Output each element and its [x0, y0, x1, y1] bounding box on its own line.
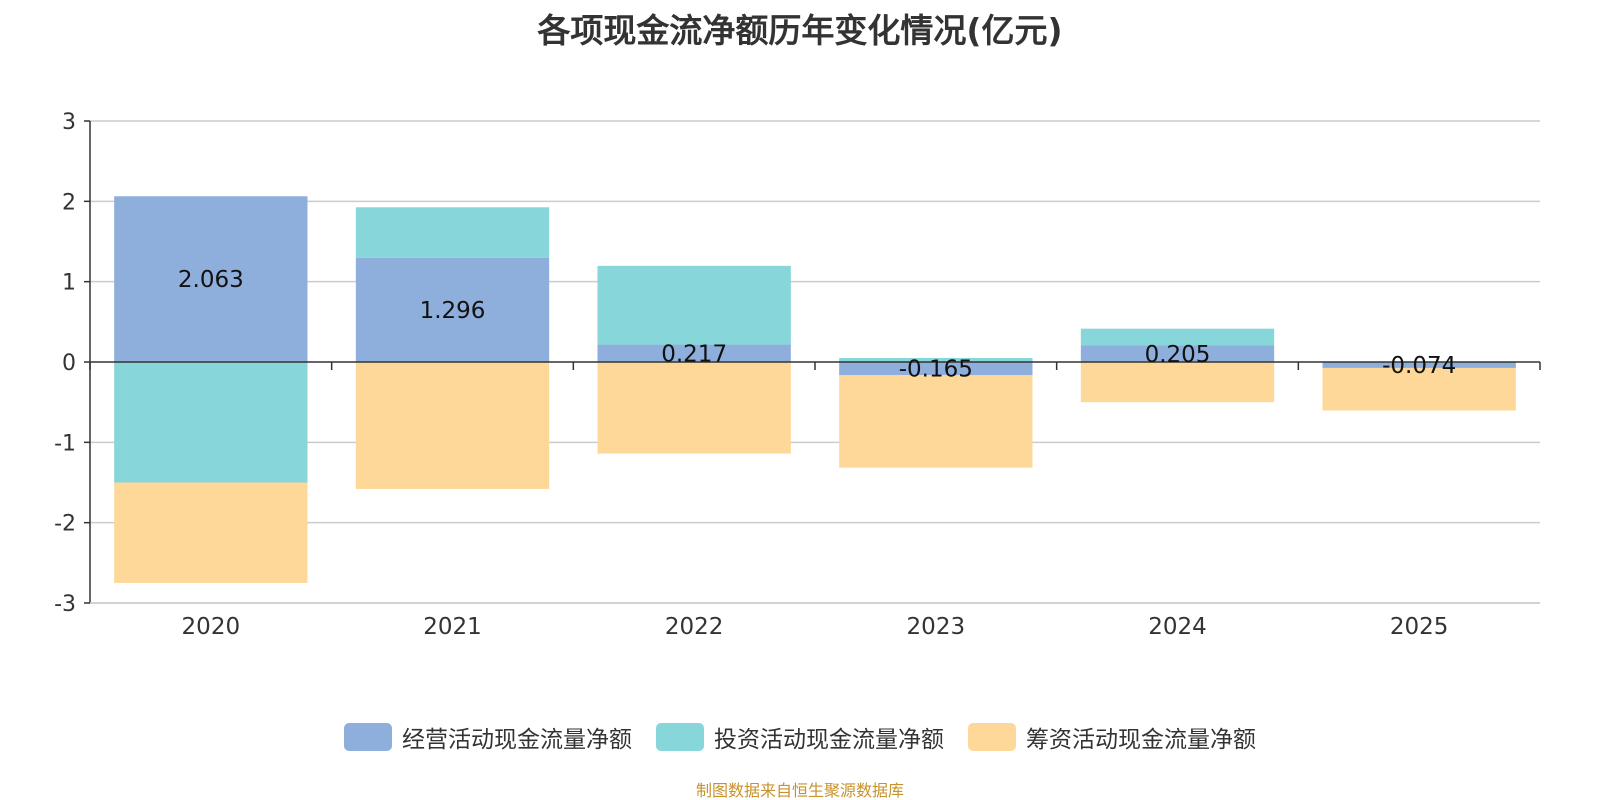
x-tick-label: 2024	[1148, 614, 1207, 640]
data-label: 0.205	[1145, 342, 1211, 368]
bar-2024-series-1	[1080, 328, 1275, 346]
data-source-note: 制图数据来自恒生聚源数据库	[695, 781, 904, 800]
x-tick-label: 2020	[182, 614, 241, 640]
legend-label-operating: 经营活动现金流量净额	[402, 727, 632, 753]
bar-2024-series-2	[1080, 362, 1275, 403]
legend: 经营活动现金流量净额 投资活动现金流量净额 筹资活动现金流量净额	[0, 720, 1600, 754]
legend-label-financing: 筹资活动现金流量净额	[1026, 727, 1256, 753]
y-tick-label: 3	[62, 110, 76, 135]
y-tick-label: -1	[54, 431, 76, 456]
bar-2022-series-0	[597, 344, 791, 362]
bar-2024-series-0	[1080, 345, 1275, 362]
bar-2022-series-1	[597, 265, 791, 345]
x-tick-label: 2023	[907, 614, 966, 640]
legend-item-operating[interactable]: 经营活动现金流量净额	[344, 720, 632, 754]
data-label: 0.217	[661, 341, 727, 367]
bar-2021-series-0	[355, 257, 550, 362]
data-label: 2.063	[178, 267, 244, 293]
legend-swatch-financing	[968, 723, 1016, 751]
data-label: -0.165	[899, 357, 973, 383]
bar-2023-series-0	[839, 362, 1033, 376]
x-tick-label: 2022	[665, 614, 724, 640]
chart-plot: 3 2 1 0 -1 -2 -3 2020 2021 2022 2023 2024 2025 2.063 1…	[54, 110, 1541, 640]
data-label: -0.074	[1382, 353, 1456, 379]
y-tick-label: 2	[62, 190, 76, 215]
bar-2025-series-0	[1322, 362, 1516, 368]
legend-swatch-operating	[344, 723, 392, 751]
y-tick-label: -3	[54, 592, 76, 617]
legend-label-investing: 投资活动现金流量净额	[714, 727, 944, 753]
chart-title: 各项现金流净额历年变化情况(亿元)	[537, 11, 1063, 50]
legend-item-financing[interactable]: 筹资活动现金流量净额	[968, 720, 1256, 754]
bar-2020-series-1	[114, 362, 308, 483]
legend-swatch-investing	[656, 723, 704, 751]
data-label: 1.296	[420, 298, 486, 324]
bar-2023-series-1	[839, 357, 1033, 362]
y-tick-label: -2	[54, 512, 76, 537]
y-tick-label: 1	[62, 271, 76, 296]
x-tick-label: 2025	[1390, 614, 1449, 640]
bar-2021-series-1	[355, 207, 550, 258]
y-tick-label: 0	[62, 351, 76, 376]
bar-2020-series-2	[114, 482, 308, 583]
bar-2022-series-2	[597, 362, 791, 454]
legend-item-investing[interactable]: 投资活动现金流量净额	[656, 720, 944, 754]
bar-2025-series-2	[1322, 367, 1516, 411]
x-tick-label: 2021	[423, 614, 482, 640]
bar-2020-series-0	[114, 196, 308, 362]
bar-2021-series-2	[355, 362, 550, 489]
bar-2023-series-2	[839, 375, 1033, 468]
